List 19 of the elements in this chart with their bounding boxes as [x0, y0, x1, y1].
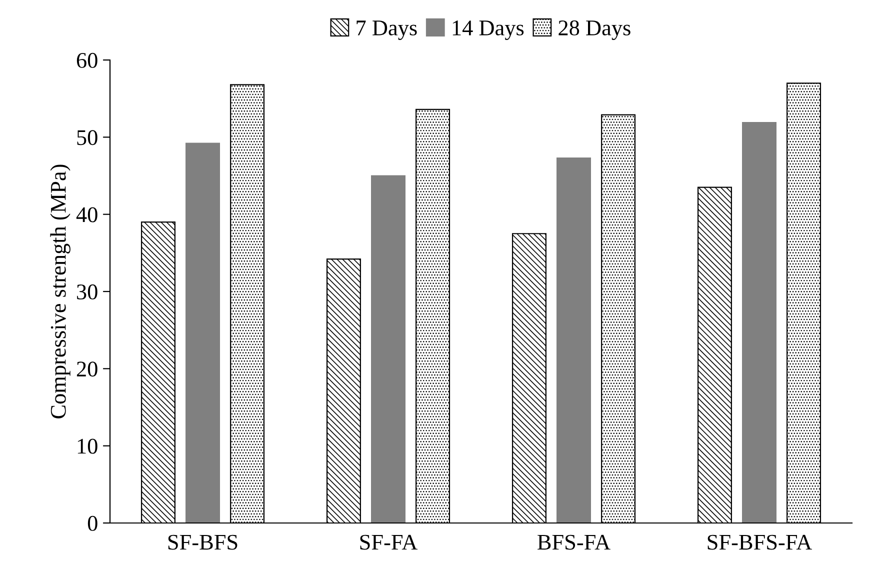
- bar: [186, 142, 220, 523]
- x-tick-label: SF-FA: [360, 534, 418, 550]
- legend-label: 14 Days: [452, 20, 524, 40]
- bar: [556, 157, 591, 523]
- x-tick-label: BFS-FA: [538, 534, 610, 550]
- x-tick-label: SF-BFS: [168, 534, 238, 550]
- y-tick-label: 0: [88, 516, 98, 531]
- y-tick-label: 30: [77, 284, 98, 300]
- y-axis-title: Compressive strength (MPa): [50, 164, 70, 418]
- bar: [371, 175, 406, 523]
- y-tick-label: 40: [76, 207, 98, 222]
- y-tick-label: 50: [77, 130, 98, 146]
- bar: [742, 122, 776, 523]
- y-tick-label: 60: [76, 52, 98, 68]
- legend-label: 28 Days: [558, 20, 630, 40]
- x-tick-label: SF-BFS-FA: [708, 534, 812, 550]
- y-tick-label: 10: [78, 438, 98, 454]
- y-tick-label: 20: [76, 362, 98, 377]
- legend-label: 7 Days: [356, 20, 417, 40]
